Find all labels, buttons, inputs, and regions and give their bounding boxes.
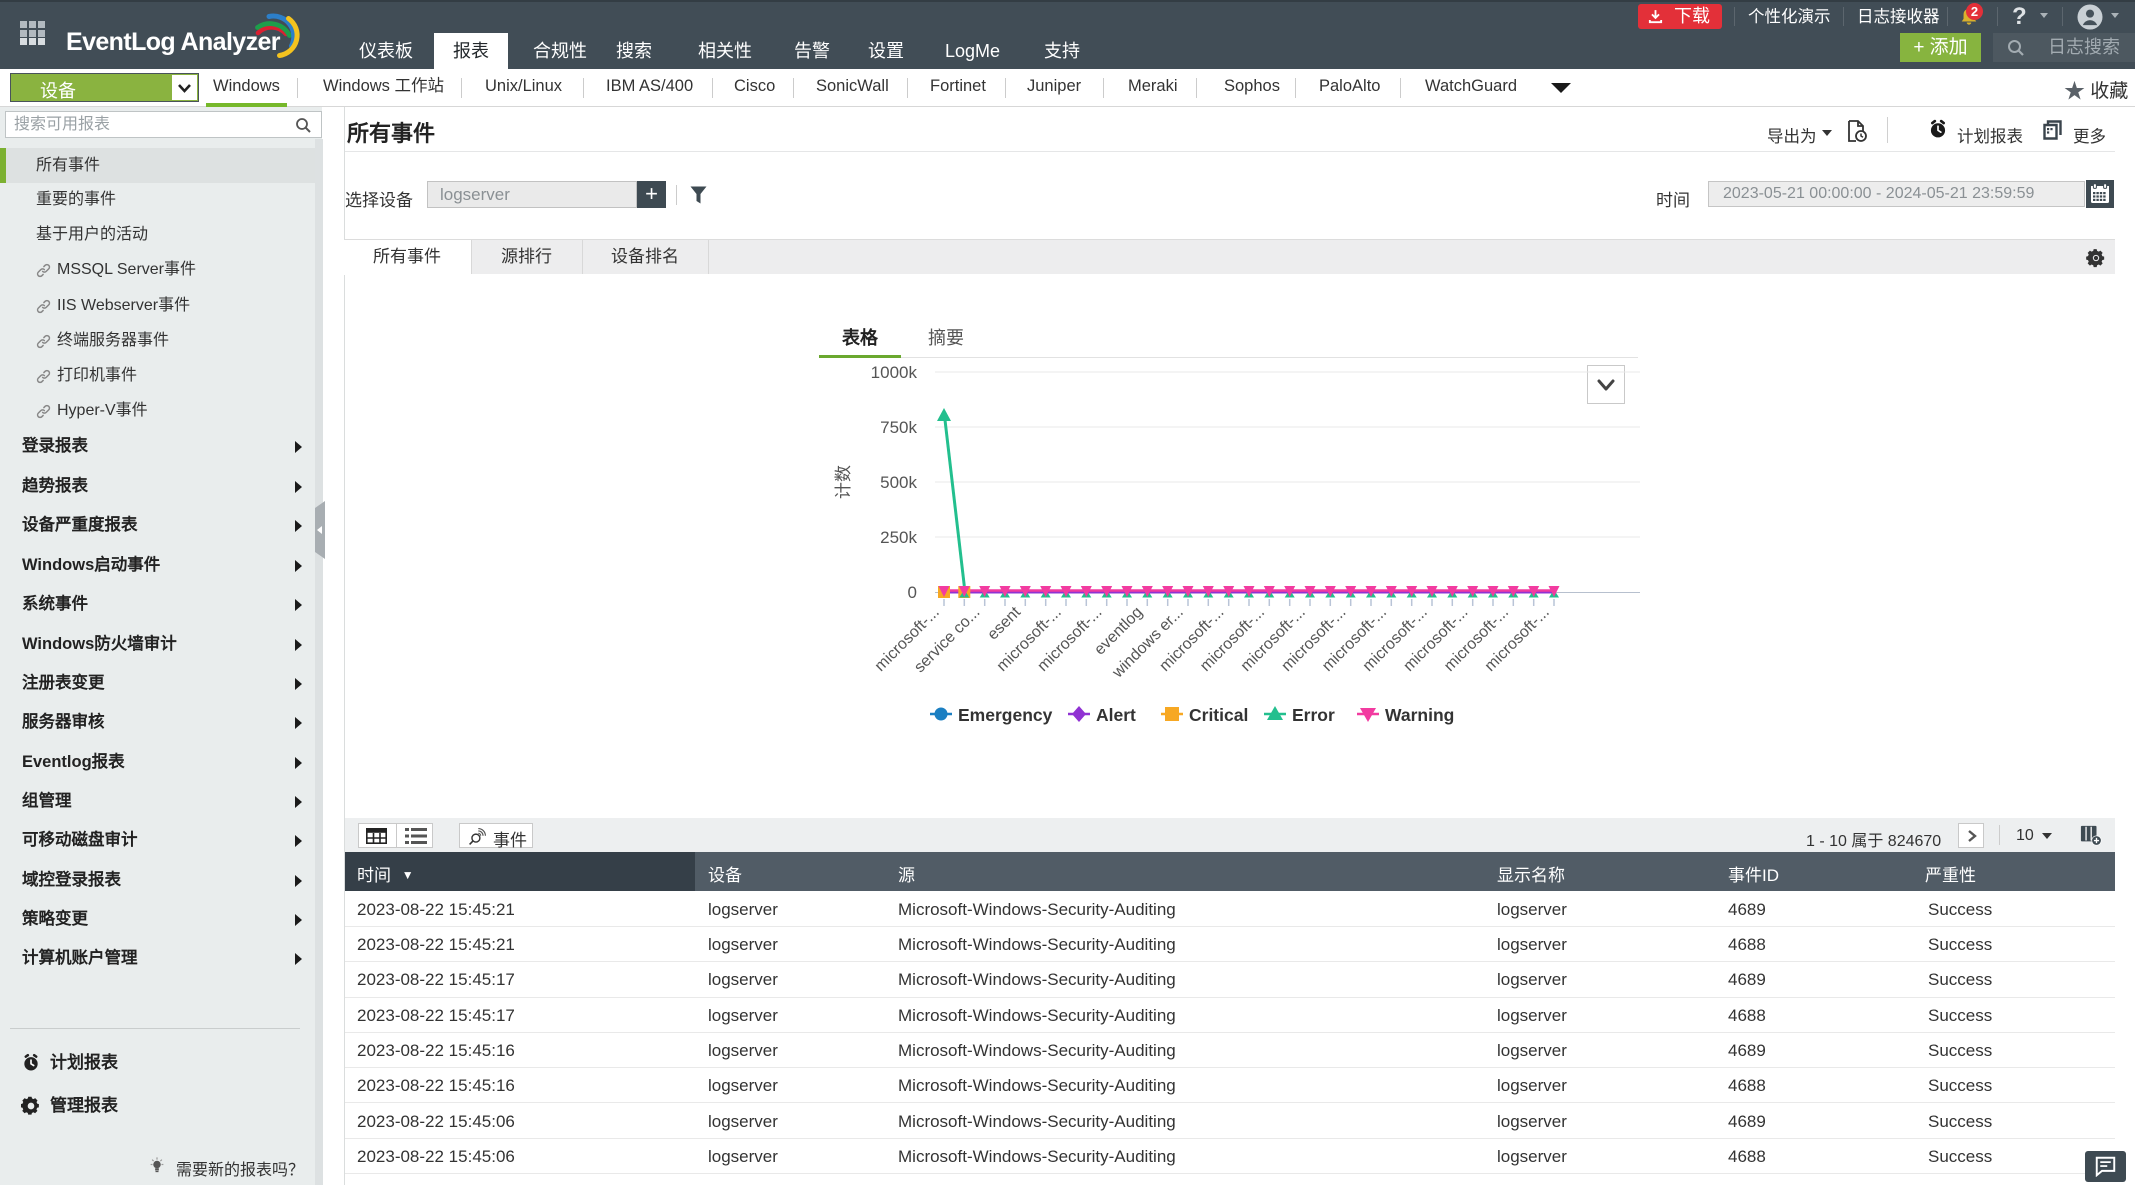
svg-text:Warning: Warning	[1385, 705, 1454, 725]
svg-text:Alert: Alert	[1096, 705, 1136, 725]
svg-text:1000k: 1000k	[871, 363, 918, 382]
svg-text:Critical: Critical	[1189, 705, 1248, 725]
svg-text:500k: 500k	[880, 473, 917, 492]
svg-text:计数: 计数	[834, 465, 853, 499]
svg-text:250k: 250k	[880, 528, 917, 547]
svg-text:0: 0	[908, 583, 917, 602]
svg-text:Error: Error	[1292, 705, 1335, 725]
svg-text:Emergency: Emergency	[958, 705, 1053, 725]
svg-text:750k: 750k	[880, 418, 917, 437]
